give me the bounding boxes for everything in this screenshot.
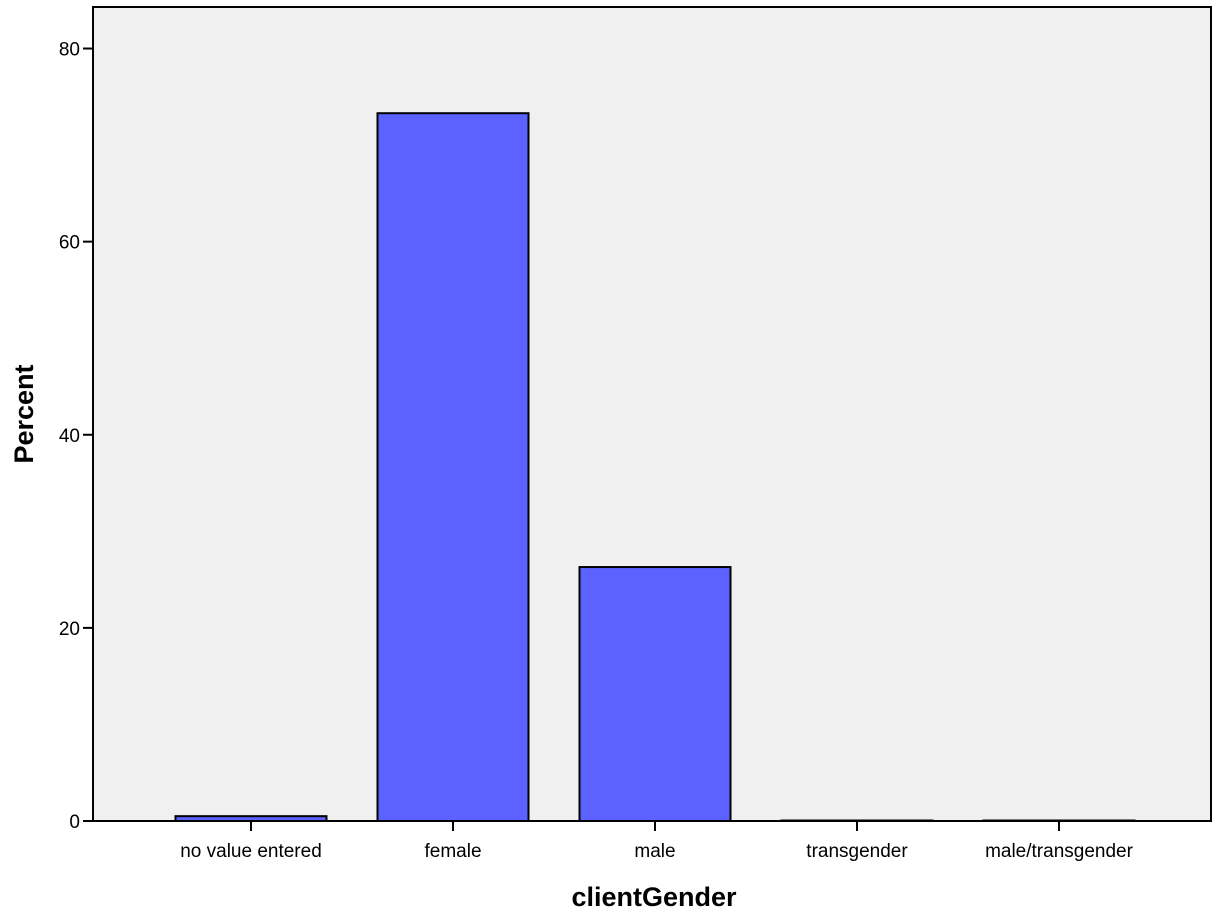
- y-tick-label: 40: [59, 426, 80, 447]
- x-axis-ticks: no value entered female male transgender mal…: [180, 821, 1134, 862]
- y-tick-label: 60: [59, 233, 80, 254]
- x-tick-label: male/transgender: [985, 841, 1134, 862]
- x-tick-label: no value entered: [180, 841, 322, 862]
- y-tick-label: 0: [69, 812, 80, 833]
- y-tick-label: 80: [59, 40, 80, 61]
- x-tick-label: female: [424, 841, 481, 862]
- x-axis-title: clientGender: [571, 882, 737, 912]
- bars-group: [174, 112, 1136, 823]
- bar-male: [578, 566, 732, 822]
- x-tick-label: transgender: [806, 841, 908, 862]
- bar-female: [376, 112, 530, 823]
- y-axis-ticks: 0 20 40 60 80: [59, 40, 93, 833]
- y-axis-title: Percent: [9, 364, 39, 463]
- x-tick-label: male: [634, 841, 675, 862]
- y-tick-label: 20: [59, 619, 80, 640]
